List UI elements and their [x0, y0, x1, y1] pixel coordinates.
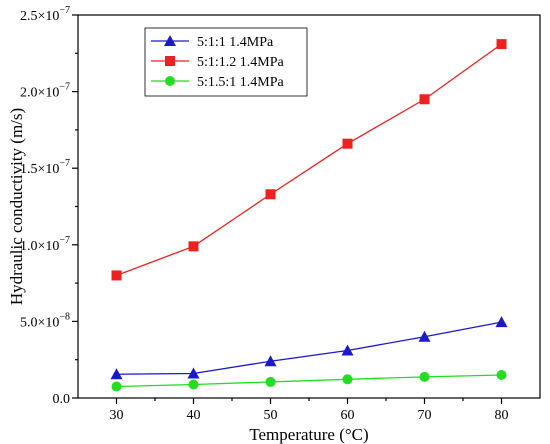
legend-marker-circle — [165, 76, 175, 86]
series-line-0 — [116, 321, 502, 375]
data-point-circle — [419, 371, 430, 382]
x-axis-title: Temperature (°C) — [249, 425, 368, 444]
data-point-circle — [188, 379, 199, 390]
data-point-square — [265, 189, 276, 200]
data-point-triangle — [341, 344, 354, 356]
y-axis: 0.0 5.0×10−8 1.0×10−7 1.5×10−7 2.0×10−7 2.5×1… — [20, 5, 78, 407]
legend: 5:1:1 1.4MPa 5:1:1.2 1.4MPa 5:1.5:1 1.4MPa — [144, 27, 308, 97]
x-tick-label: 70 — [418, 408, 432, 423]
data-point-square — [111, 270, 122, 281]
y-axis-title: Hydraulic conductivity (m/s) — [7, 108, 26, 305]
legend-marker-triangle — [164, 35, 176, 46]
legend-label: 5:1.5:1 1.4MPa — [197, 75, 285, 90]
y-tick-label: 1.0×10−7 — [20, 235, 70, 254]
series-line-2 — [116, 374, 502, 388]
data-point-triangle — [110, 368, 123, 380]
data-point-square — [496, 39, 507, 50]
legend-label: 5:1:1.2 1.4MPa — [197, 55, 285, 70]
y-tick-label: 2.0×10−7 — [20, 82, 70, 101]
y-tick-label: 1.5×10−7 — [20, 158, 70, 177]
data-point-triangle — [187, 367, 200, 379]
x-tick-label: 40 — [187, 408, 201, 423]
y-tick-label: 5.0×10−8 — [20, 311, 70, 330]
x-axis: 30 40 50 60 70 80 — [110, 398, 509, 423]
data-point-square — [188, 241, 199, 252]
x-tick-label: 80 — [495, 408, 509, 423]
legend-label: 5:1:1 1.4MPa — [197, 35, 274, 50]
data-point-circle — [496, 370, 507, 381]
data-point-triangle — [495, 316, 508, 328]
legend-marker-square — [165, 56, 175, 66]
x-tick-label: 50 — [264, 408, 278, 423]
data-point-circle — [342, 374, 353, 385]
data-point-triangle — [418, 330, 431, 342]
data-point-circle — [111, 381, 122, 392]
data-point-square — [419, 94, 430, 105]
y-tick-label: 2.5×10−7 — [20, 5, 70, 24]
series-line-1 — [116, 43, 502, 277]
data-point-square — [342, 138, 353, 149]
x-tick-label: 60 — [341, 408, 355, 423]
data-point-triangle — [264, 355, 277, 367]
x-tick-label: 30 — [110, 408, 124, 423]
y-tick-label: 0.0 — [53, 392, 71, 407]
data-point-circle — [265, 376, 276, 387]
plot-area — [110, 39, 508, 392]
